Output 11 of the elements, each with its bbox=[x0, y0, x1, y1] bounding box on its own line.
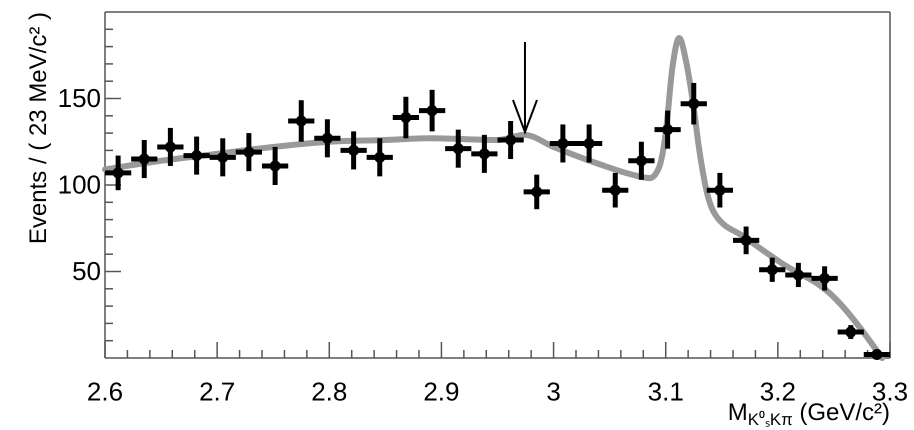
y-tick-label: 50 bbox=[72, 256, 101, 286]
x-tick-label: 2.6 bbox=[86, 376, 124, 406]
x-tick-label: 3.2 bbox=[760, 376, 796, 406]
x-tick-label: 2.9 bbox=[423, 376, 460, 406]
x-tick-label: 3 bbox=[546, 376, 561, 406]
x-tick-label: 2.8 bbox=[311, 376, 348, 406]
y-tick-label: 100 bbox=[58, 169, 101, 200]
x-tick-label: 3.1 bbox=[648, 376, 684, 406]
x-tick-label: 2.7 bbox=[199, 376, 236, 406]
y-axis-title: Events / ( 23 MeV/c² ) bbox=[25, 12, 52, 244]
y-tick-label: 150 bbox=[58, 82, 101, 113]
